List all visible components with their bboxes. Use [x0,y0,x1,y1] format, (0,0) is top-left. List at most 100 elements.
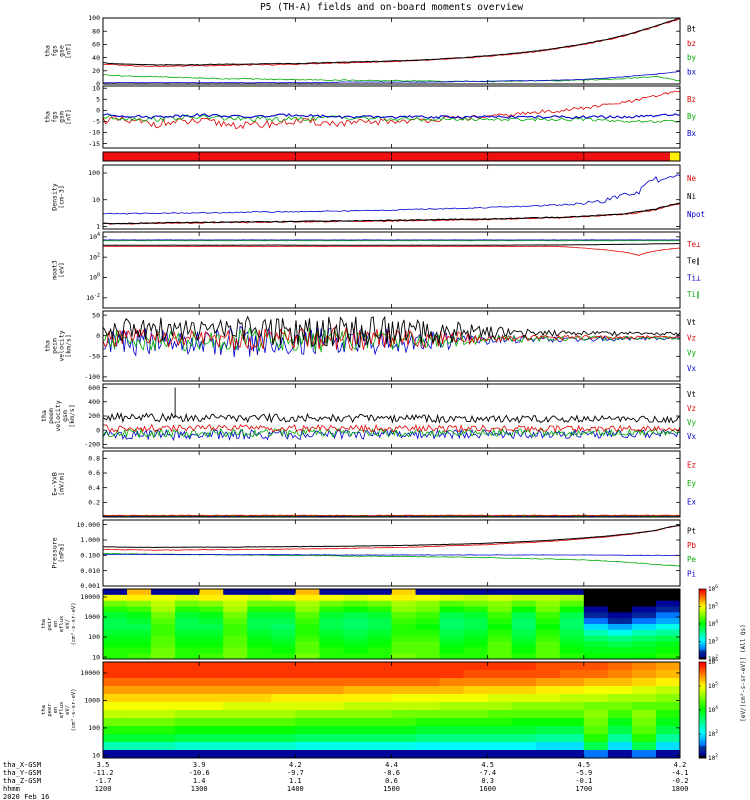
svg-text:10: 10 [92,84,100,92]
series-fgs-gsm-Bx [103,112,680,120]
series-peem-velocity-Vz [103,423,680,434]
svg-text:eV/: eV/ [65,619,71,629]
series-moat3-TePar [103,243,680,246]
svg-text:60: 60 [92,41,100,49]
quality-flag-end [670,152,680,161]
svg-text:100: 100 [89,273,100,282]
svg-text:-8.6: -8.6 [383,769,400,777]
svg-text:2020 Feb 16: 2020 Feb 16 [3,793,49,800]
svg-text:Ez: Ez [687,461,696,470]
svg-text:Pe: Pe [687,555,697,564]
svg-text:1800: 1800 [672,785,689,793]
svg-text:[nPa]: [nPa] [58,543,66,563]
svg-text:-9.7: -9.7 [287,769,304,777]
svg-text:[eV]: [eV] [58,262,66,278]
svg-text:20: 20 [92,67,100,75]
svg-text:tha: tha [44,340,52,352]
panel-peem-velocity: 600 400 200 0 -200 Vt Vz Vy Vx tha peem velocity gsm… [40,383,697,449]
svg-text:102: 102 [708,654,718,663]
svg-text:106: 106 [708,584,718,593]
svg-text:tha: tha [41,705,47,715]
quality-flag-bar [103,152,680,161]
svg-text:Te∥: Te∥ [687,257,700,266]
series-pressure-Pi [103,553,680,556]
svg-text:Vy: Vy [687,418,697,427]
svg-text:1: 1 [96,223,100,231]
panel-ion-spectrogram: 10000 1000 100 10 tha peir en eflux eV/(cm²-s-sr… [41,584,718,663]
svg-text:10.000: 10.000 [77,521,101,529]
svg-text:1300: 1300 [191,785,208,793]
svg-text:0.3: 0.3 [481,777,494,785]
svg-text:eV/: eV/ [65,705,71,715]
svg-text:1.000: 1.000 [80,536,100,544]
svg-text:-15: -15 [88,140,100,148]
svg-text:-5.9: -5.9 [575,769,592,777]
series-peim-velocity-Vt [103,315,680,349]
series-density-Npot [103,174,680,215]
svg-text:104: 104 [708,705,718,714]
svg-text:Ex: Ex [687,497,697,506]
svg-text:Vx: Vx [687,364,697,373]
svg-text:0: 0 [96,80,100,88]
series-pressure-Pb [103,525,680,551]
svg-text:fgs: fgs [51,111,59,123]
svg-text:[eV/(cm²-s-sr-eV)] (All Qs): [eV/(cm²-s-sr-eV)] (All Qs) [740,624,747,722]
svg-text:103: 103 [708,729,718,738]
svg-text:Bx: Bx [687,129,697,138]
series-density-Ne [103,203,680,225]
svg-text:Density: Density [51,183,59,210]
svg-text:10000: 10000 [80,593,100,601]
svg-text:(cm²-s-sr-eV): (cm²-s-sr-eV) [70,602,77,645]
svg-text:-11.2: -11.2 [92,769,113,777]
svg-text:0: 0 [96,107,100,115]
svg-text:E=-VxB: E=-VxB [51,472,59,496]
svg-text:0.6: 0.6 [88,469,100,477]
svg-text:102: 102 [708,753,718,762]
svg-text:1500: 1500 [383,785,400,793]
svg-text:[km/s]: [km/s] [68,404,76,427]
svg-text:0.6: 0.6 [385,777,398,785]
svg-text:Npot: Npot [687,210,705,219]
svg-text:-0.2: -0.2 [672,777,689,785]
svg-text:105: 105 [708,602,718,611]
svg-text:0: 0 [96,426,100,434]
svg-text:eflux: eflux [59,615,65,632]
svg-text:10: 10 [92,752,100,760]
svg-text:[nT]: [nT] [65,109,73,125]
svg-text:1.4: 1.4 [193,777,206,785]
ion-spectrogram-cells [103,589,680,659]
svg-text:By: By [687,112,697,121]
svg-text:0.010: 0.010 [80,567,100,575]
panel-peim-velocity: 50 0 -50 -100 Vt Vz Vy Vx tha peim velocity [km/s] [44,310,697,382]
svg-text:0.8: 0.8 [88,455,100,463]
panel-moat3: 104 102 100 10-2 Te⊥ Te∥ Ti⊥ Ti∥ moat3 [eV] [51,231,701,309]
svg-text:Vt: Vt [687,390,696,399]
svg-text:Ti⊥: Ti⊥ [687,273,701,282]
svg-text:[km/s]: [km/s] [65,334,73,357]
svg-text:1000: 1000 [84,613,100,621]
svg-text:velocity: velocity [54,400,62,431]
panel-fgs-gse: 100 80 60 40 20 0 Bt bz by bx tha fgs gse [nT] [44,14,697,88]
svg-text:-50: -50 [88,352,100,360]
svg-text:-100: -100 [84,373,100,381]
series-moat3-TePerp [103,245,680,256]
svg-text:1700: 1700 [575,785,592,793]
series-pressure-Pt [103,524,680,549]
svg-text:-7.4: -7.4 [479,769,496,777]
svg-text:-5: -5 [92,118,100,126]
svg-text:5: 5 [96,95,100,103]
svg-text:Bz: Bz [687,95,696,104]
panel-electron-spectrogram: 10000 1000 100 10 tha peer en eflux eV/(cm²-s-sr… [41,657,718,762]
svg-text:tha_X-GSM: tha_X-GSM [3,761,41,769]
svg-text:600: 600 [88,384,100,392]
svg-text:[mV/m]: [mV/m] [58,472,66,495]
svg-text:tha: tha [44,111,52,123]
svg-text:1200: 1200 [95,785,112,793]
svg-text:-4.1: -4.1 [672,769,689,777]
svg-text:Pt: Pt [687,526,696,535]
svg-text:bx: bx [687,68,697,77]
svg-text:40: 40 [92,54,100,62]
svg-text:bz: bz [687,39,696,48]
svg-text:0: 0 [96,332,100,340]
